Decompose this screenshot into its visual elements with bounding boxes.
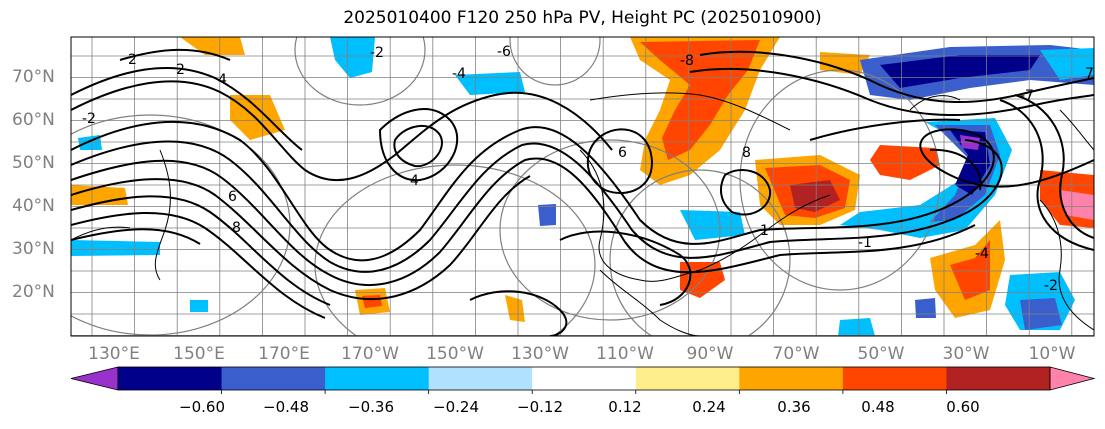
- colorbar-segment: [428, 367, 533, 390]
- lon-label: 150°E: [173, 344, 225, 364]
- negative-anomaly-asia: [71, 240, 160, 256]
- negative-anomaly-usa: [680, 210, 745, 240]
- positive-anomaly-europe-core: [1060, 190, 1094, 220]
- negative-anomaly-small-2: [190, 300, 208, 312]
- negative-anomaly-small-3: [838, 318, 875, 336]
- colorbar-segment: [842, 367, 947, 390]
- positive-anomaly-mexico: [505, 295, 525, 322]
- lat-label: 30°N: [12, 239, 55, 259]
- contour-value-label: -7: [1020, 88, 1034, 104]
- lat-label: 60°N: [12, 110, 55, 130]
- colorbar-tick-label: 0.36: [777, 398, 811, 416]
- lat-label: 50°N: [12, 153, 55, 173]
- negative-anomaly-small-1: [538, 204, 556, 226]
- contour-value-label: 2: [128, 52, 137, 68]
- colorbar-segment: [739, 367, 844, 390]
- contour-value-label: 2: [176, 62, 185, 78]
- colorbar-extend-high: [1049, 366, 1096, 391]
- contour-value-label: 7: [1085, 66, 1094, 82]
- colorbar-tick-label: 0.12: [608, 398, 642, 416]
- colorbar-segment: [118, 367, 223, 390]
- lon-label: 30°W: [942, 344, 990, 364]
- lon-label: 70°W: [772, 344, 820, 364]
- lon-label: 10°W: [1028, 344, 1076, 364]
- contour-value-label: -2: [370, 45, 384, 61]
- lon-label: 170°E: [258, 344, 310, 364]
- lon-label: 50°W: [857, 344, 905, 364]
- colorbar-tick-label: −0.12: [517, 398, 563, 416]
- colorbar-tick-label: 0.24: [692, 398, 726, 416]
- coastlines: [71, 92, 1094, 336]
- contour-value-label: -4: [452, 66, 466, 82]
- map-title: 2025010400 F120 250 hPa PV, Height PC (2…: [343, 8, 822, 28]
- lon-label: 150°W: [426, 344, 484, 364]
- colorbar-segment: [532, 367, 637, 390]
- contour-value-label: -2: [1044, 278, 1058, 294]
- lon-label: 130°W: [511, 344, 569, 364]
- colorbar-segment: [221, 367, 326, 390]
- contour-value-label: 8: [232, 220, 241, 236]
- pv-anomaly-fills: [71, 37, 1094, 336]
- colorbar-tick-label: −0.48: [263, 398, 309, 416]
- contour-value-label: -4: [975, 246, 989, 262]
- map-frame: [70, 36, 1095, 337]
- graticule: [71, 37, 1094, 336]
- contour-value-label: -8: [680, 53, 694, 69]
- contour-value-label: -2: [82, 111, 96, 127]
- negative-anomaly-greenland-core: [880, 55, 1040, 88]
- colorbar-extend-low: [70, 366, 119, 391]
- contour-value-label: 6: [618, 145, 627, 161]
- positive-anomaly-canada-core: [640, 40, 760, 160]
- colorbar-tick-label: 0.60: [946, 398, 980, 416]
- colorbar-tick-label: 0.48: [861, 398, 895, 416]
- contour-value-label: 1: [760, 223, 769, 239]
- lat-label: 70°N: [12, 67, 55, 87]
- lat-label: 40°N: [12, 196, 55, 216]
- positive-anomaly-pacific-small-core: [362, 295, 382, 308]
- height-contours: [71, 48, 1094, 336]
- colorbar-segment: [635, 367, 740, 390]
- colorbar-segment: [325, 367, 430, 390]
- negative-anomaly-small-5: [915, 298, 936, 318]
- colorbar: [70, 366, 1096, 394]
- contour-value-label: 4: [410, 173, 419, 189]
- contour-value-label: 8: [742, 145, 751, 161]
- contour-value-label: 4: [218, 72, 227, 88]
- contour-value-label: 6: [228, 189, 237, 205]
- positive-anomaly-subtropic-1-core: [950, 240, 990, 300]
- lon-label: 90°W: [686, 344, 734, 364]
- negative-anomaly-pacific-north: [330, 37, 375, 78]
- positive-anomaly-pacific-2: [180, 37, 245, 55]
- colorbar-tick-label: −0.36: [348, 398, 394, 416]
- lat-label: 20°N: [12, 282, 55, 302]
- positive-anomaly-atlantic-core: [790, 180, 840, 212]
- lon-label: 110°W: [596, 344, 654, 364]
- lon-label: 130°E: [88, 344, 140, 364]
- contour-label-layer: -2 2 4 6 8 -2 -4 -6 6 8 -1 1 7 4 -8 -7 -4 -2 2: [82, 44, 1094, 294]
- colorbar-frame: [117, 366, 1051, 391]
- negative-anomaly-atlantic-peak: [960, 135, 980, 150]
- lon-label: 170°W: [341, 344, 399, 364]
- contour-value-label: -1: [858, 235, 872, 251]
- colorbar-segment: [946, 367, 1051, 390]
- colorbar-tick-label: −0.24: [433, 398, 479, 416]
- positive-anomaly-arctic-1: [820, 52, 870, 75]
- colorbar-tick-label: −0.60: [179, 398, 225, 416]
- contour-value-label: -6: [497, 44, 511, 60]
